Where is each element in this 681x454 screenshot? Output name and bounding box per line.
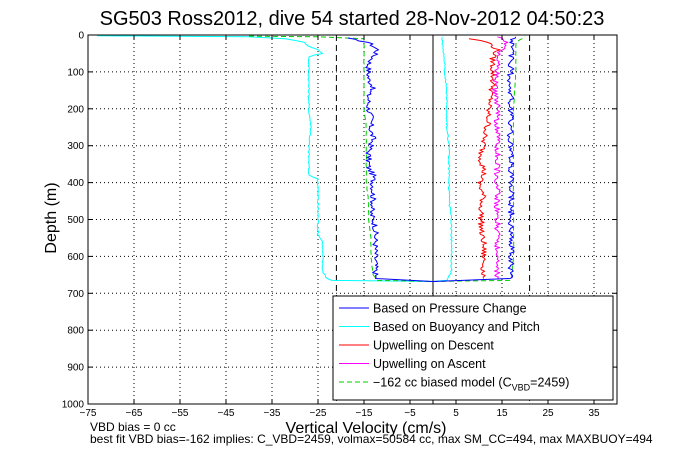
x-tick-label: −25 bbox=[310, 408, 327, 419]
legend-label-3: Upwelling on Ascent bbox=[373, 357, 486, 371]
vbd-bias-note: VBD bias = 0 cc bbox=[90, 420, 176, 434]
y-tick-label: 1000 bbox=[62, 400, 85, 411]
x-tick-label: 25 bbox=[542, 408, 554, 419]
x-tick-label: −65 bbox=[126, 408, 143, 419]
y-tick-label: 300 bbox=[67, 141, 84, 152]
legend-label-2: Upwelling on Descent bbox=[373, 339, 494, 353]
series-line-3 bbox=[492, 36, 509, 279]
legend-box bbox=[332, 295, 614, 401]
x-tick-label: −15 bbox=[356, 408, 373, 419]
y-tick-label: 700 bbox=[67, 289, 84, 300]
x-tick-label: 15 bbox=[496, 408, 508, 419]
series-line-2 bbox=[468, 38, 501, 279]
legend-label-4: −162 cc biased model (CVBD=2459) bbox=[373, 376, 569, 393]
y-tick-label: 100 bbox=[67, 67, 84, 78]
x-axis-ticks: −75 −65 −55 −45 −35 −25 −15 −5 5 15 25 35 bbox=[80, 35, 600, 419]
y-axis-label: Depth (m) bbox=[43, 182, 60, 253]
series-line-1 bbox=[97, 35, 453, 282]
best-fit-note: best fit VBD bias=-162 implies: C_VBD=24… bbox=[90, 432, 653, 446]
y-tick-label: 900 bbox=[67, 363, 84, 374]
legend-label-1: Based on Buoyancy and Pitch bbox=[373, 320, 540, 334]
y-tick-label: 400 bbox=[67, 178, 84, 189]
legend: Based on Pressure Change Based on Buoyanc… bbox=[332, 295, 614, 401]
x-tick-label: −5 bbox=[404, 408, 416, 419]
x-tick-label: −35 bbox=[264, 408, 281, 419]
legend-label-0: Based on Pressure Change bbox=[373, 302, 527, 316]
y-tick-label: 0 bbox=[78, 31, 84, 42]
x-tick-label: −45 bbox=[218, 408, 235, 419]
y-axis-ticks: 0 100 200 300 400 500 600 700 800 900 1000 bbox=[62, 31, 617, 411]
series-line-0 bbox=[347, 36, 517, 282]
x-tick-label: −75 bbox=[80, 408, 97, 419]
x-tick-label: 5 bbox=[453, 408, 459, 419]
x-axis-label: Vertical Velocity (cm/s) bbox=[286, 420, 447, 437]
y-tick-label: 800 bbox=[67, 326, 84, 337]
y-tick-label: 200 bbox=[67, 104, 84, 115]
x-tick-label: −55 bbox=[172, 408, 189, 419]
x-tick-label: 35 bbox=[588, 408, 600, 419]
series-group bbox=[97, 35, 526, 282]
y-tick-label: 600 bbox=[67, 252, 84, 263]
y-tick-label: 500 bbox=[67, 215, 84, 226]
chart-title: SG503 Ross2012, dive 54 started 28-Nov-2… bbox=[100, 8, 605, 30]
